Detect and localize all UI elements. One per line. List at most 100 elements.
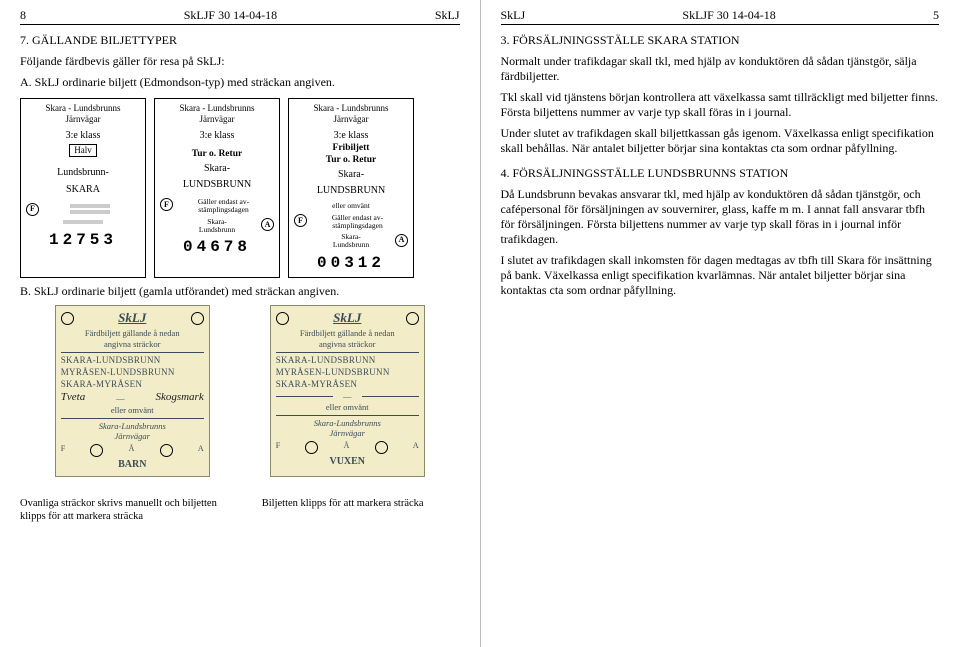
ticket-serial: 00312 bbox=[294, 253, 408, 273]
ot-A: A bbox=[413, 441, 419, 454]
ot-circ-2 bbox=[160, 444, 173, 457]
doc-code: SkLJF 30 14-04-18 bbox=[682, 8, 775, 23]
ot-F: F bbox=[61, 444, 65, 457]
ticket-stamp-co: Skara- Lundsbrunn bbox=[173, 218, 261, 234]
doc-code: SkLJF 30 14-04-18 bbox=[184, 8, 277, 23]
sklj-logo: SkLJ bbox=[118, 310, 146, 326]
ot-stamp: Skara-Lundsbrunns Järnvägar bbox=[276, 418, 419, 439]
right-page: SkLJ SkLJF 30 14-04-18 5 3. FÖRSÄLJNINGS… bbox=[480, 0, 959, 647]
ot-circ-1 bbox=[305, 441, 318, 454]
ticket-route1: Skara- bbox=[294, 169, 408, 182]
section-4-title: 4. FÖRSÄLJNINGSSTÄLLE LUNDSBRUNNS STATIO… bbox=[501, 166, 940, 181]
ticket-3: Skara - Lundsbrunns Järnvägar 3:e klass … bbox=[288, 98, 414, 278]
ticket-serial: 04678 bbox=[160, 237, 274, 257]
ticket-class: 3:e klass bbox=[26, 130, 140, 143]
ot-route-1: SKARA-LUNDSBRUNN bbox=[61, 355, 204, 366]
ot-mark-2 bbox=[191, 312, 204, 325]
ticket-route2: SKARA bbox=[26, 184, 140, 197]
ot-Aring: Å bbox=[129, 444, 135, 457]
ot-dash: — bbox=[116, 393, 125, 404]
section-3-p3: Under slutet av trafikdagen skall biljet… bbox=[501, 126, 940, 156]
ticket-halv-box: Halv bbox=[69, 144, 97, 157]
old-ticket-vuxen: SkLJ Färdbiljett gällande å nedan angivn… bbox=[270, 305, 425, 476]
ticket-company: Skara - Lundsbrunns Järnvägar bbox=[160, 103, 274, 126]
ot-route-1: SKARA-LUNDSBRUNN bbox=[276, 355, 419, 366]
ticket-2: Skara - Lundsbrunns Järnvägar 3:e klass … bbox=[154, 98, 280, 278]
section-7-title: 7. GÄLLANDE BILJETTYPER bbox=[20, 33, 460, 48]
section-3-p1: Normalt under trafikdagar skall tkl, med… bbox=[501, 54, 940, 84]
section-7-intro: Följande färdbevis gäller för resa på Sk… bbox=[20, 54, 460, 69]
ot-eller: eller omvänt bbox=[61, 405, 204, 416]
ticket-1: Skara - Lundsbrunns Järnvägar 3:e klass … bbox=[20, 98, 146, 278]
ot-blank-line bbox=[362, 396, 419, 397]
ticket-f-mark: F bbox=[160, 198, 173, 211]
ot-route-3: SKARA-MYRÅSEN bbox=[61, 379, 204, 390]
ot-hand-a: Tveta bbox=[61, 391, 85, 405]
ot-rule-1 bbox=[61, 352, 204, 353]
page-number-right: 5 bbox=[933, 8, 939, 23]
ot-circ-2 bbox=[375, 441, 388, 454]
page-number-left: 8 bbox=[20, 8, 26, 23]
ticket-f-mark: F bbox=[26, 203, 39, 216]
ticket-greybar-2 bbox=[70, 210, 110, 214]
right-header: SkLJ SkLJF 30 14-04-18 5 bbox=[501, 8, 940, 25]
ot-eller: eller omvänt bbox=[276, 402, 419, 413]
ot-dash: — bbox=[343, 391, 352, 402]
ticket-a-mark: A bbox=[261, 218, 274, 231]
edmondson-tickets-row: Skara - Lundsbrunns Järnvägar 3:e klass … bbox=[20, 98, 460, 278]
railway-abbrev: SkLJ bbox=[435, 8, 460, 23]
ticket-class: 3:e klass bbox=[160, 130, 274, 143]
ticket-serial: 12753 bbox=[26, 230, 140, 250]
section-7-item-b: B. SkLJ ordinarie biljett (gamla utföran… bbox=[20, 284, 460, 299]
ot-mark-1 bbox=[276, 312, 289, 325]
ot-rule-2 bbox=[61, 418, 204, 419]
left-header: 8 SkLJF 30 14-04-18 SkLJ bbox=[20, 8, 460, 25]
ticket-route2: LUNDSBRUNN bbox=[160, 179, 274, 192]
ot-A: A bbox=[198, 444, 204, 457]
section-7-item-a: A. SkLJ ordinarie biljett (Edmondson-typ… bbox=[20, 75, 460, 90]
ticket-route2: LUNDSBRUNN bbox=[294, 185, 408, 198]
ot-mark-2 bbox=[406, 312, 419, 325]
ot-Aring: Å bbox=[344, 441, 350, 454]
ot-mark-1 bbox=[61, 312, 74, 325]
section-4-p2: I slutet av trafikdagen skall inkomsten … bbox=[501, 253, 940, 298]
ticket-company: Skara - Lundsbrunns Järnvägar bbox=[26, 103, 140, 126]
ticket-valid-text: Gäller endast av- stämplingsdagen bbox=[173, 198, 274, 214]
section-3-p2: Tkl skall vid tjänstens början kontrolle… bbox=[501, 90, 940, 120]
ot-fare-barn: BARN bbox=[61, 459, 204, 472]
ticket-tur: Tur o. Retur bbox=[160, 149, 274, 161]
annotation-left: Ovanliga sträckor skrivs manuellt och bi… bbox=[20, 497, 218, 523]
ot-header-text: Färdbiljett gällande å nedan angivna str… bbox=[61, 328, 204, 349]
old-tickets-row: SkLJ Färdbiljett gällande å nedan angivn… bbox=[20, 305, 460, 476]
ticket-route1: Lundsbrunn- bbox=[26, 167, 140, 180]
ticket-greybar-1 bbox=[70, 204, 110, 208]
ticket-eller: eller omvänt bbox=[294, 202, 408, 210]
ot-rule-2 bbox=[276, 415, 419, 416]
ot-route-2: MYRÅSEN-LUNDSBRUNN bbox=[276, 367, 419, 378]
ticket-route1: Skara- bbox=[160, 163, 274, 176]
ot-route-2: MYRÅSEN-LUNDSBRUNN bbox=[61, 367, 204, 378]
ticket-valid-text: Gäller endast av- stämplingsdagen bbox=[307, 214, 408, 230]
ticket-a-mark: A bbox=[395, 234, 408, 247]
ot-F: F bbox=[276, 441, 280, 454]
ot-rule-1 bbox=[276, 352, 419, 353]
ot-header-text: Färdbiljett gällande å nedan angivna str… bbox=[276, 328, 419, 349]
sklj-logo: SkLJ bbox=[333, 310, 361, 326]
railway-abbrev: SkLJ bbox=[501, 8, 526, 23]
ot-hand-b: Skogsmark bbox=[155, 391, 203, 405]
ot-fare-vuxen: VUXEN bbox=[276, 456, 419, 469]
section-4-p1: Då Lundsbrunn bevakas ansvarar tkl, med … bbox=[501, 187, 940, 247]
ticket-company: Skara - Lundsbrunns Järnvägar bbox=[294, 103, 408, 126]
ticket-fribiljett: Fribiljett bbox=[294, 143, 408, 155]
ticket-f-mark: F bbox=[294, 214, 307, 227]
ticket-greybar-3 bbox=[63, 220, 103, 224]
ot-stamp: Skara-Lundsbrunns Järnvägar bbox=[61, 421, 204, 442]
ot-circ-1 bbox=[90, 444, 103, 457]
annotation-right: Biljetten klipps för att markera sträcka bbox=[262, 497, 460, 523]
section-3-title: 3. FÖRSÄLJNINGSSTÄLLE SKARA STATION bbox=[501, 33, 940, 48]
ticket-stamp-co: Skara- Lundsbrunn bbox=[307, 233, 395, 249]
ot-route-3: SKARA-MYRÅSEN bbox=[276, 379, 419, 390]
ticket-tur: Tur o. Retur bbox=[294, 155, 408, 167]
left-page: 8 SkLJF 30 14-04-18 SkLJ 7. GÄLLANDE BIL… bbox=[0, 0, 480, 647]
ticket-class: 3:e klass bbox=[294, 130, 408, 143]
